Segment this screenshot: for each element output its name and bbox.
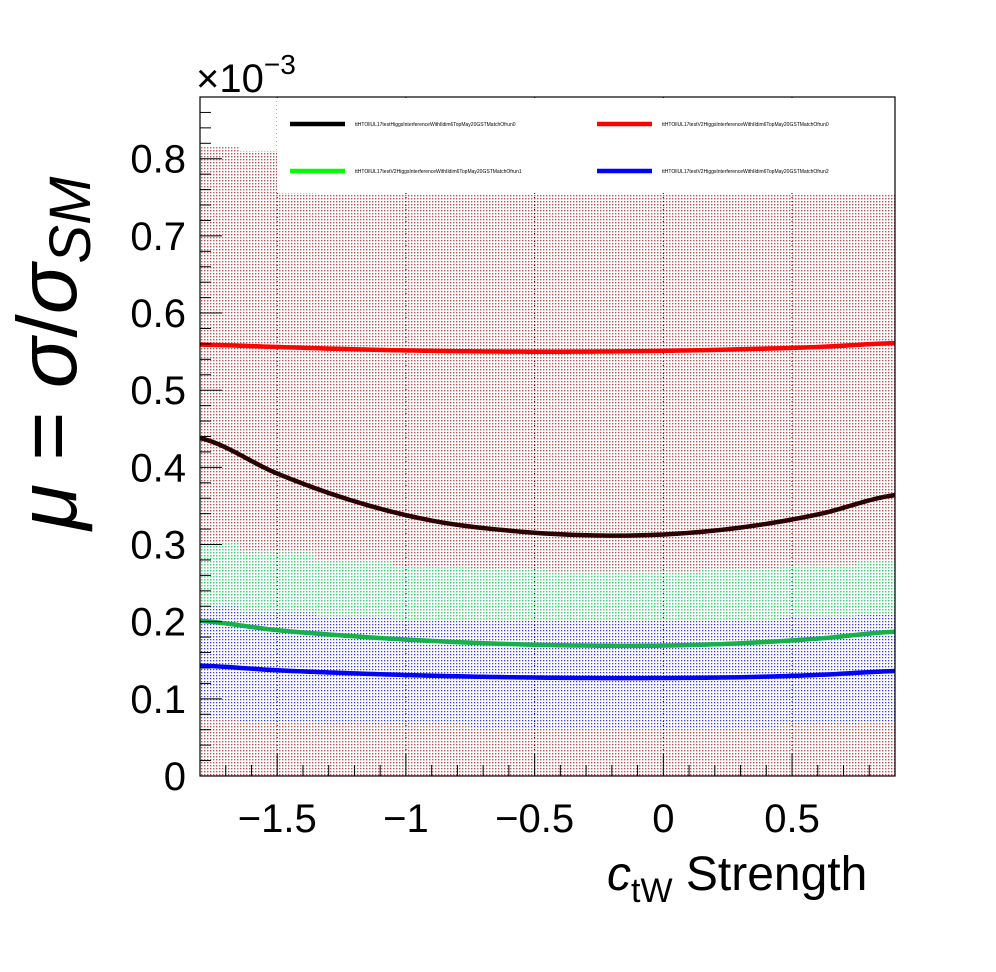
y-tick-label: 0.6 bbox=[130, 292, 186, 336]
y-tick-label: 0.7 bbox=[130, 215, 186, 259]
series-line-1 bbox=[200, 340, 895, 354]
series-line-0 bbox=[200, 435, 895, 538]
y-title-mu: μ bbox=[0, 484, 94, 532]
y-title-sigma2: σ bbox=[0, 260, 94, 314]
y-tick-label: 0.8 bbox=[130, 138, 186, 182]
y-tick-label: 0.3 bbox=[130, 524, 186, 568]
legend-label-3: ttHTOllUL17testV2HiggsInterferenceWithIl… bbox=[662, 169, 829, 175]
x-tick-label: −0.5 bbox=[495, 797, 574, 841]
x-axis-ticks: −1.5 −1 −0.5 0 0.5 bbox=[199, 754, 896, 841]
x-tick-label: −1 bbox=[383, 797, 429, 841]
band-series-3 bbox=[200, 606, 895, 729]
legend-label-2: ttHTOllUL17testV2HiggsInterferenceWithIl… bbox=[355, 169, 522, 175]
series-lines bbox=[200, 340, 895, 681]
x-title-rest: Strength bbox=[673, 848, 868, 901]
y-tick-label: 0.2 bbox=[130, 601, 186, 645]
y-title-sigma: σ bbox=[0, 334, 94, 388]
y-tick-label: 0 bbox=[164, 755, 186, 799]
uncertainty-bands bbox=[200, 147, 895, 776]
y-title-eq: = bbox=[0, 388, 94, 484]
y-title-sub: SM bbox=[38, 176, 103, 264]
x-tick-label: −1.5 bbox=[238, 797, 317, 841]
y-tick-label: 0.4 bbox=[130, 446, 186, 490]
y-title-slash: / bbox=[0, 314, 94, 338]
series-line-2 bbox=[200, 618, 895, 649]
y-tick-label: 0.5 bbox=[130, 369, 186, 413]
svg-text:μ = σ/σSM: μ = σ/σSM bbox=[0, 176, 103, 532]
legend-label-0: ttHTOllUL17testHiggsInterferenceWithIldi… bbox=[355, 122, 516, 128]
series-line-3 bbox=[200, 663, 895, 681]
x-tick-label: 0 bbox=[652, 797, 674, 841]
y-tick-label: 0.1 bbox=[130, 678, 186, 722]
legend-box bbox=[277, 98, 892, 193]
x-title-sub: tW bbox=[631, 872, 673, 910]
y-axis-ticks: 0 0.1 0.2 0.3 0.4 0.5 0.6 0.7 0.8 bbox=[130, 96, 222, 799]
legend: ttHTOllUL17testHiggsInterferenceWithIldi… bbox=[277, 98, 892, 193]
legend-label-1: ttHTOllUL17testV2HiggsInterferenceWithIl… bbox=[662, 122, 829, 128]
x-title-main: c bbox=[607, 848, 631, 901]
x-tick-label: 0.5 bbox=[764, 797, 820, 841]
y-axis-title: μ = σ/σSM bbox=[0, 176, 103, 532]
x-axis-title: ctW Strength bbox=[607, 848, 867, 910]
y-exponent-label: ×10−3 bbox=[196, 49, 296, 101]
